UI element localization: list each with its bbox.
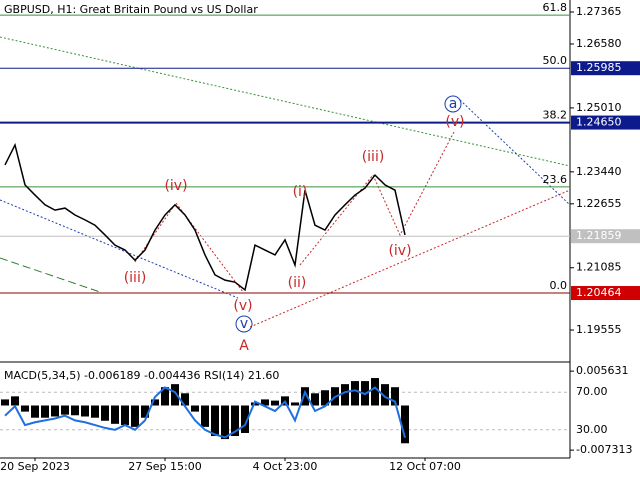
level-label: 50.0 <box>543 54 568 67</box>
macd-bar <box>241 405 249 433</box>
wave-label: a <box>449 96 458 112</box>
macd-bar <box>111 405 119 424</box>
y2-tick-label: 30.00 <box>576 423 608 436</box>
wave-label: (iii) <box>124 270 147 286</box>
x-tick-label: 27 Sep 15:00 <box>128 460 201 473</box>
y-tick-label: 1.23440 <box>576 165 622 178</box>
price-box <box>571 61 640 76</box>
macd-bar <box>371 378 379 406</box>
y-tick-label: 1.26580 <box>576 37 622 50</box>
macd-bar <box>261 399 269 406</box>
macd-bar <box>91 405 99 418</box>
indicator-title: MACD(5,34,5) -0.006189 -0.004436 RSI(14)… <box>4 369 279 382</box>
y-tick-label: 1.22655 <box>576 197 622 210</box>
wave-label: (i) <box>293 184 308 200</box>
x-tick-label: 4 Oct 23:00 <box>253 460 318 473</box>
wave-line <box>299 129 456 266</box>
rsi-line <box>4 386 406 439</box>
macd-bar <box>201 405 209 427</box>
wave-label: (iii) <box>362 149 385 165</box>
macd-bar <box>161 387 169 406</box>
wave-label: A <box>239 338 249 354</box>
macd-bar <box>171 384 179 406</box>
macd-bar <box>311 393 319 406</box>
level-label: 61.8 <box>543 1 568 14</box>
wave-label: (iv) <box>164 178 187 194</box>
price-box-label: 1.21859 <box>576 229 622 242</box>
level-label: 23.6 <box>543 173 568 186</box>
price-line <box>4 142 406 292</box>
macd-bar <box>231 405 239 437</box>
wave-label: (iv) <box>388 243 411 259</box>
price-box-label: 1.24650 <box>576 116 622 129</box>
macd-bar <box>291 402 299 406</box>
x-tick-label: 12 Oct 07:00 <box>389 460 461 473</box>
level-label: 0.0 <box>550 279 568 292</box>
macd-bar <box>381 384 389 406</box>
macd-bar <box>61 405 69 415</box>
wave-label: v <box>240 316 248 332</box>
x-tick-label: 20 Sep 2023 <box>0 460 70 473</box>
y-tick-label: 1.25010 <box>576 101 622 114</box>
macd-bar <box>391 387 399 406</box>
wave-label: (ii) <box>288 275 307 291</box>
macd-bar <box>271 400 279 406</box>
macd-bar <box>351 381 359 406</box>
macd-bar <box>301 387 309 406</box>
macd-bar <box>1 399 9 406</box>
macd-bar <box>141 405 149 418</box>
y-tick-label: 1.19555 <box>576 323 622 336</box>
price-box <box>571 229 640 244</box>
macd-bar <box>341 384 349 406</box>
y-tick-label: 1.27365 <box>576 5 622 18</box>
price-box-label: 1.25985 <box>576 61 622 74</box>
macd-bar <box>41 405 49 418</box>
trend-line <box>0 199 239 299</box>
wave-circle <box>444 95 462 113</box>
price-box-label: 1.20464 <box>576 286 622 299</box>
macd-bar <box>81 405 89 417</box>
macd-bar <box>401 405 409 444</box>
level-label: 38.2 <box>543 109 568 122</box>
macd-bar <box>151 399 159 406</box>
trend-line <box>459 99 571 206</box>
price-box <box>571 286 640 301</box>
macd-bar <box>121 405 129 426</box>
macd-bar <box>51 405 59 417</box>
macd-bar <box>221 405 229 440</box>
y-tick-label: 0.005631 <box>576 364 629 377</box>
macd-bar <box>11 396 19 406</box>
macd-bar <box>191 405 199 412</box>
macd-bar <box>71 405 79 416</box>
trend-line <box>0 36 571 167</box>
y-tick-label: -0.007313 <box>576 443 632 456</box>
macd-bar <box>21 405 29 412</box>
macd-bar <box>101 405 109 421</box>
trend-line <box>0 257 101 293</box>
wave-circle <box>235 315 253 333</box>
y2-tick-label: 70.00 <box>576 385 608 398</box>
macd-bar <box>181 393 189 406</box>
macd-bar <box>211 405 219 437</box>
wave-label: (v) <box>233 298 252 314</box>
price-box <box>571 115 640 130</box>
wave-label: (v) <box>445 114 464 130</box>
y-tick-label: 1.21085 <box>576 261 622 274</box>
macd-bar <box>321 390 329 406</box>
chart-title: GBPUSD, H1: Great Britain Pound vs US Do… <box>4 3 258 16</box>
macd-bar <box>131 405 139 427</box>
macd-bar <box>31 405 39 418</box>
